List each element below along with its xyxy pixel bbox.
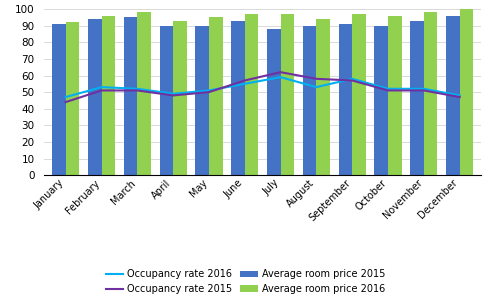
Occupancy rate 2016 bbox=[349, 77, 355, 81]
Occupancy rate 2015 bbox=[99, 89, 105, 92]
Bar bbox=[245, 14, 258, 175]
Bar bbox=[316, 19, 330, 175]
Line: Occupancy rate 2016: Occupancy rate 2016 bbox=[66, 77, 460, 97]
Bar bbox=[66, 22, 79, 175]
Occupancy rate 2015 bbox=[135, 89, 140, 92]
Bar bbox=[102, 16, 115, 175]
Bar bbox=[160, 26, 173, 175]
Occupancy rate 2016 bbox=[457, 94, 463, 97]
Occupancy rate 2015 bbox=[170, 94, 176, 97]
Bar bbox=[209, 17, 222, 175]
Bar bbox=[460, 9, 473, 175]
Bar bbox=[339, 24, 352, 175]
Line: Occupancy rate 2015: Occupancy rate 2015 bbox=[66, 72, 460, 102]
Occupancy rate 2016 bbox=[99, 85, 105, 89]
Bar bbox=[280, 14, 294, 175]
Occupancy rate 2015 bbox=[277, 70, 283, 74]
Bar bbox=[124, 17, 137, 175]
Bar bbox=[303, 26, 316, 175]
Occupancy rate 2016 bbox=[242, 82, 248, 86]
Bar bbox=[410, 21, 424, 175]
Bar bbox=[375, 26, 388, 175]
Occupancy rate 2016 bbox=[421, 87, 427, 91]
Bar bbox=[88, 19, 102, 175]
Bar bbox=[195, 26, 209, 175]
Occupancy rate 2016 bbox=[313, 85, 319, 89]
Occupancy rate 2016 bbox=[277, 76, 283, 79]
Occupancy rate 2015 bbox=[206, 90, 212, 94]
Occupancy rate 2016 bbox=[63, 95, 69, 99]
Bar bbox=[137, 12, 151, 175]
Occupancy rate 2015 bbox=[385, 89, 391, 92]
Occupancy rate 2015 bbox=[349, 79, 355, 82]
Occupancy rate 2015 bbox=[242, 79, 248, 82]
Bar bbox=[446, 16, 460, 175]
Bar bbox=[388, 16, 402, 175]
Occupancy rate 2016 bbox=[135, 87, 140, 91]
Occupancy rate 2016 bbox=[206, 89, 212, 92]
Occupancy rate 2015 bbox=[421, 89, 427, 92]
Occupancy rate 2016 bbox=[385, 87, 391, 91]
Bar bbox=[424, 12, 437, 175]
Occupancy rate 2015 bbox=[63, 100, 69, 104]
Legend: Occupancy rate 2016, Occupancy rate 2015, Average room price 2015, Average room : Occupancy rate 2016, Occupancy rate 2015… bbox=[103, 266, 388, 297]
Occupancy rate 2015 bbox=[313, 77, 319, 81]
Bar bbox=[352, 14, 366, 175]
Occupancy rate 2016 bbox=[170, 92, 176, 95]
Bar bbox=[173, 21, 187, 175]
Bar bbox=[231, 21, 245, 175]
Bar bbox=[267, 29, 280, 175]
Occupancy rate 2015 bbox=[457, 95, 463, 99]
Bar bbox=[52, 24, 66, 175]
